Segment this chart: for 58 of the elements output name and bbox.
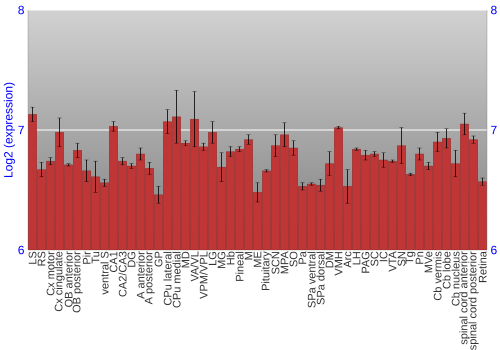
x-tick-label: Cx motor <box>46 251 54 296</box>
x-tick-label: Pir <box>82 251 90 264</box>
x-tick-label: Pa <box>298 251 306 264</box>
x-tick-label: Pn <box>416 252 424 264</box>
x-tick-label: DG <box>128 252 136 267</box>
y2-tick-label: 7 <box>491 126 497 134</box>
x-tick-label: Cb nucleus <box>451 252 460 306</box>
x-tick-label: Cb vermis <box>433 252 442 300</box>
x-tick-label: LG <box>208 252 216 265</box>
x-tick-label: SN <box>398 252 406 266</box>
x-tick-label: Hb <box>226 252 235 264</box>
x-tick-label: OB posterior <box>72 251 83 312</box>
x-tick-label: CPu lateral <box>163 252 172 306</box>
x-tick-label: IC <box>380 252 388 262</box>
x-tick-label: CA2/CA3 <box>118 252 127 296</box>
x-tick-label: GP <box>154 252 162 267</box>
x-tick-label: SPa ventral <box>307 252 316 308</box>
x-tick-label: MG <box>218 252 226 268</box>
x-tick-label: Pituitary <box>261 251 272 290</box>
x-tick-label: OB anterior <box>64 251 73 307</box>
x-tick-label: Tu <box>92 252 100 264</box>
x-tick-label: MVe <box>424 252 432 272</box>
y-tick-label: 6 <box>18 246 24 254</box>
x-tick-label: VTA <box>388 251 396 272</box>
y-tick-label: 7 <box>18 126 24 134</box>
x-tick-label: CPu medial <box>172 252 181 308</box>
x-tick-label: A posterior <box>144 251 155 304</box>
y-axis-title: Log2 (expression) <box>4 82 15 178</box>
x-tick-label: CA1 <box>110 252 118 272</box>
x-tick-label: A anterior <box>136 251 145 299</box>
x-tick-label: spinal cord anterior <box>459 251 470 344</box>
x-tick-label: SO <box>290 252 298 267</box>
x-tick-label: Retina <box>478 251 487 282</box>
x-tick-label: SC <box>370 252 378 266</box>
x-tick-label: VPM/VPL <box>199 252 208 299</box>
x-tick-label: RS <box>38 252 46 266</box>
x-tick-label: MPA <box>280 251 288 274</box>
x-tick-label: Cx cingulate <box>54 252 65 312</box>
y-tick-label: 8 <box>18 6 24 14</box>
y2-tick-label: 6 <box>491 246 497 254</box>
x-tick-label: VMH <box>334 252 342 276</box>
x-tick-label: MD <box>182 252 190 268</box>
x-tick-label: Arc <box>344 251 352 268</box>
x-tick-label: LS <box>28 252 36 264</box>
x-tick-label: Cb lobe <box>442 252 451 289</box>
x-tick-label: VA/VL <box>190 252 199 282</box>
x-tick-label: Tg <box>406 252 416 264</box>
x-tick-label: PAG <box>362 252 370 273</box>
x-tick-label: LH <box>352 252 360 264</box>
y2-tick-label: 8 <box>491 6 497 14</box>
x-tick-label: Pineal <box>235 252 244 281</box>
x-tick-label: ME <box>254 252 262 267</box>
x-tick-label: spinal cord posterior <box>468 251 479 350</box>
x-tick-label: DM <box>326 252 334 268</box>
x-tick-label: SPa dorsal <box>316 252 325 304</box>
x-tick-label: M <box>244 252 252 260</box>
x-tick-label: SCN <box>272 252 280 274</box>
x-tick-label: ventral S <box>100 252 109 295</box>
